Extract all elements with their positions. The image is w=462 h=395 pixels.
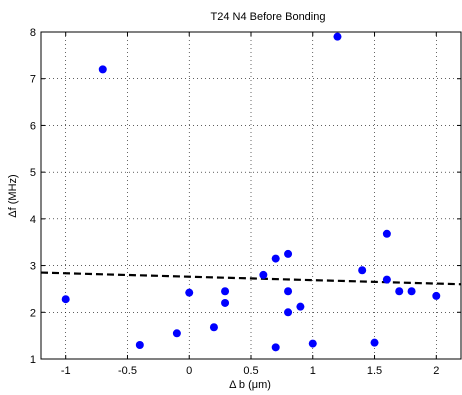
y-tick-label: 2 [30, 307, 36, 319]
data-point [395, 287, 404, 296]
y-tick-label: 5 [30, 167, 36, 179]
data-point [284, 308, 293, 317]
data-point [382, 275, 391, 284]
data-point [358, 266, 367, 275]
fit-line [40, 271, 462, 286]
x-tick-label: 1 [310, 365, 316, 377]
y-tick-label: 7 [30, 74, 36, 86]
data-point [221, 298, 230, 307]
y-tick-label: 3 [30, 261, 36, 273]
data-point [382, 229, 391, 238]
data-point [308, 339, 317, 348]
y-axis-label: Δf (MHz) [7, 174, 19, 217]
data-point [259, 270, 268, 279]
data-point [185, 288, 194, 297]
data-point [407, 287, 416, 296]
data-point [209, 323, 218, 332]
data-point [284, 249, 293, 258]
x-tick-label: 0.5 [243, 365, 258, 377]
y-tick-label: 6 [30, 120, 36, 132]
data-point [370, 338, 379, 347]
x-tick-label: -1 [61, 365, 71, 377]
data-point [296, 302, 305, 311]
y-tick-label: 4 [30, 214, 36, 226]
fit-line-layer [40, 271, 462, 286]
x-tick-label: 2 [433, 365, 439, 377]
data-points [61, 32, 441, 352]
x-tick-label: 1.5 [367, 365, 382, 377]
data-point [135, 340, 144, 349]
data-point [333, 32, 342, 41]
y-tick-label: 8 [30, 27, 36, 39]
data-point [432, 291, 441, 300]
data-point [271, 254, 280, 263]
data-point [284, 287, 293, 296]
data-point [61, 295, 70, 304]
x-axis-label: Δ b (μm) [229, 379, 271, 391]
data-point [271, 343, 280, 352]
axis-ticks: -1 -0.5 0 0.5 1 1.5 2 1 2 3 4 5 6 7 8 [30, 27, 461, 377]
data-point [221, 287, 230, 296]
data-point [172, 329, 181, 338]
x-tick-label: -0.5 [118, 365, 137, 377]
x-tick-label: 0 [186, 365, 192, 377]
plot-frame [40, 31, 462, 360]
y-tick-label: 1 [30, 354, 36, 366]
data-point [98, 65, 107, 74]
chart-title: T24 N4 Before Bonding [211, 11, 326, 23]
grid-lines [41, 31, 461, 360]
